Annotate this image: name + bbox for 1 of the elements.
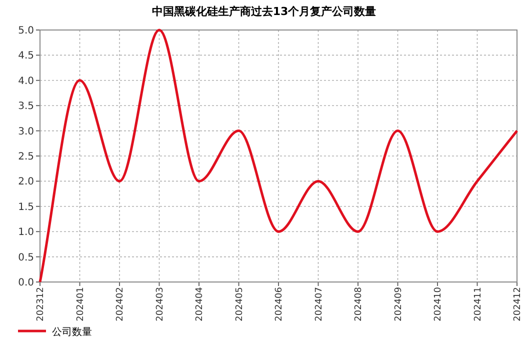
title: 中国黑碳化硅生产商过去13个月复产公司数量: [152, 5, 376, 18]
